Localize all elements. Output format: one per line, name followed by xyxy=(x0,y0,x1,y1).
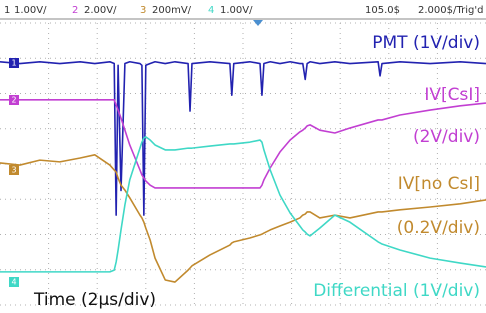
channel-marker-label: 1 xyxy=(11,59,16,68)
delay: 105.0$ xyxy=(365,5,400,16)
timebase: 2.000$/ xyxy=(418,5,457,16)
trace-scale-label: (0.2V/div) xyxy=(397,218,480,238)
trace-label: IV[CsI] xyxy=(424,85,480,105)
channel-scale: 200mV/ xyxy=(152,5,192,16)
channel-marker-label: 3 xyxy=(11,166,16,175)
channel-number: 1 xyxy=(4,5,10,16)
trace-scale-label: (2V/div) xyxy=(413,127,480,147)
time-scale-label: Time (2μs/div) xyxy=(33,290,156,310)
scope-screen: 1 1.00V/ 2 2.00V/ 3 200mV/ 4 1.00V/ 105.… xyxy=(0,0,486,313)
channel-marker-label: 2 xyxy=(11,96,16,105)
channel-scale: 2.00V/ xyxy=(84,5,117,16)
trace-label: IV[no CsI] xyxy=(398,174,480,194)
channel-marker-label: 4 xyxy=(11,278,16,287)
channel-number: 4 xyxy=(208,5,214,16)
trigger-status: Trig'd xyxy=(456,5,484,16)
channel-scale: 1.00V/ xyxy=(14,5,47,16)
channel-number: 3 xyxy=(140,5,146,16)
channel-number: 2 xyxy=(72,5,78,16)
trace-label: PMT (1V/div) xyxy=(372,33,480,53)
trace-label: Differential (1V/div) xyxy=(313,281,480,301)
channel-scale: 1.00V/ xyxy=(220,5,253,16)
